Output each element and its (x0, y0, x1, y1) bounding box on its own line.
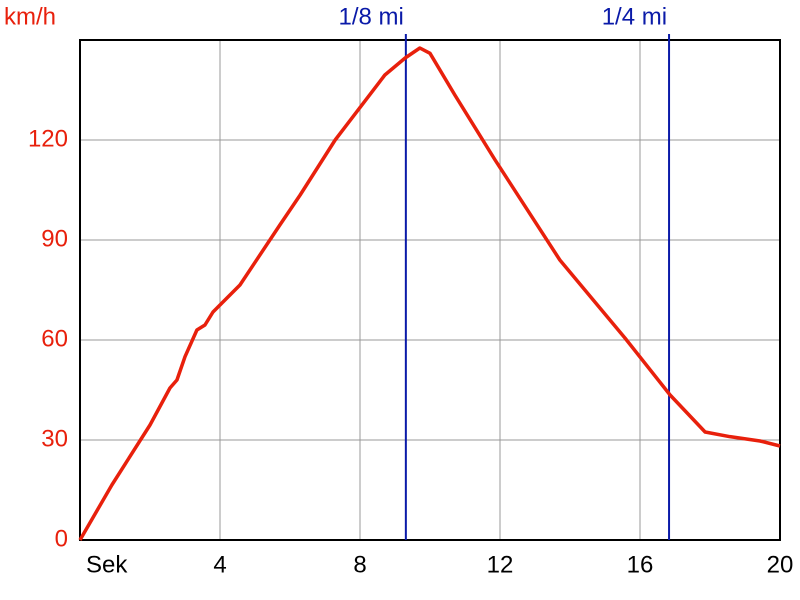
y-tick-label: 0 (55, 525, 68, 552)
distance-marker-label: 1/4 mi (602, 3, 667, 30)
y-tick-label: 30 (41, 425, 68, 452)
distance-marker-label: 1/8 mi (338, 3, 403, 30)
y-axis-label: km/h (4, 3, 56, 30)
y-tick-label: 120 (28, 125, 68, 152)
x-tick-label: 8 (353, 551, 366, 578)
x-tick-label: 4 (213, 551, 226, 578)
x-tick-label: 12 (487, 551, 514, 578)
x-tick-label: 20 (767, 551, 794, 578)
x-tick-label: 16 (627, 551, 654, 578)
plot-frame (79, 39, 781, 541)
x-tick-label: Sek (86, 551, 128, 578)
y-tick-label: 90 (41, 225, 68, 252)
y-tick-label: 60 (41, 325, 68, 352)
speed-line (78, 46, 781, 541)
